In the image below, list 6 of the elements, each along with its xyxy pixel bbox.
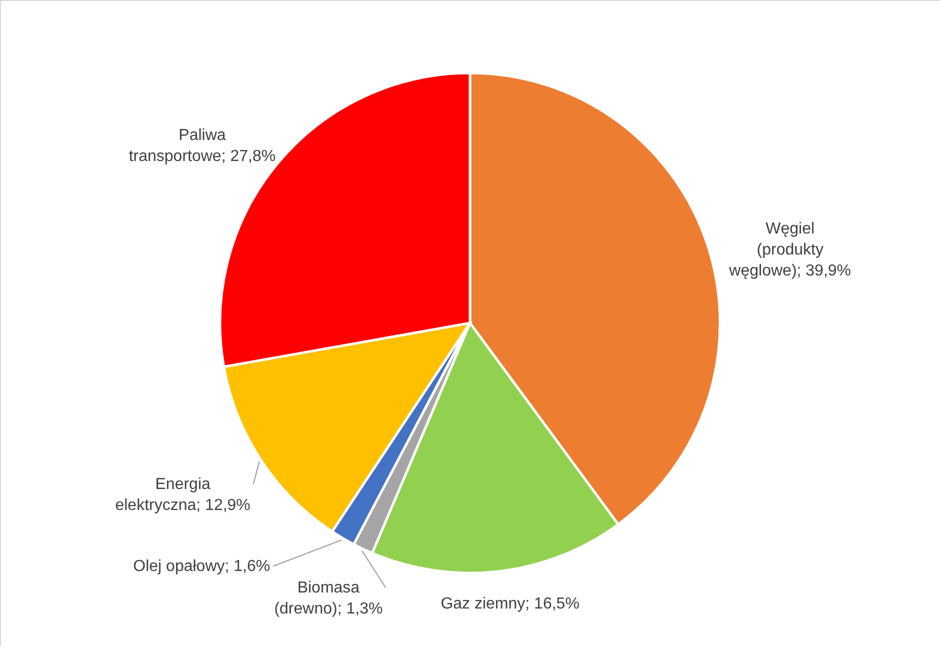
slice-label: Węgiel (produkty węglowe); 39,9% [728,220,852,280]
slice-label: Paliwa transportowe; 27,8% [128,126,276,165]
slice-label: Olej opałowy; 1,6% [133,558,270,576]
slice-label: Biomasa (drewno); 1,3% [274,580,383,618]
slice-label: Energia elektryczna; 12,9% [115,476,250,514]
slice-label: Gaz ziemny; 16,5% [440,596,580,613]
